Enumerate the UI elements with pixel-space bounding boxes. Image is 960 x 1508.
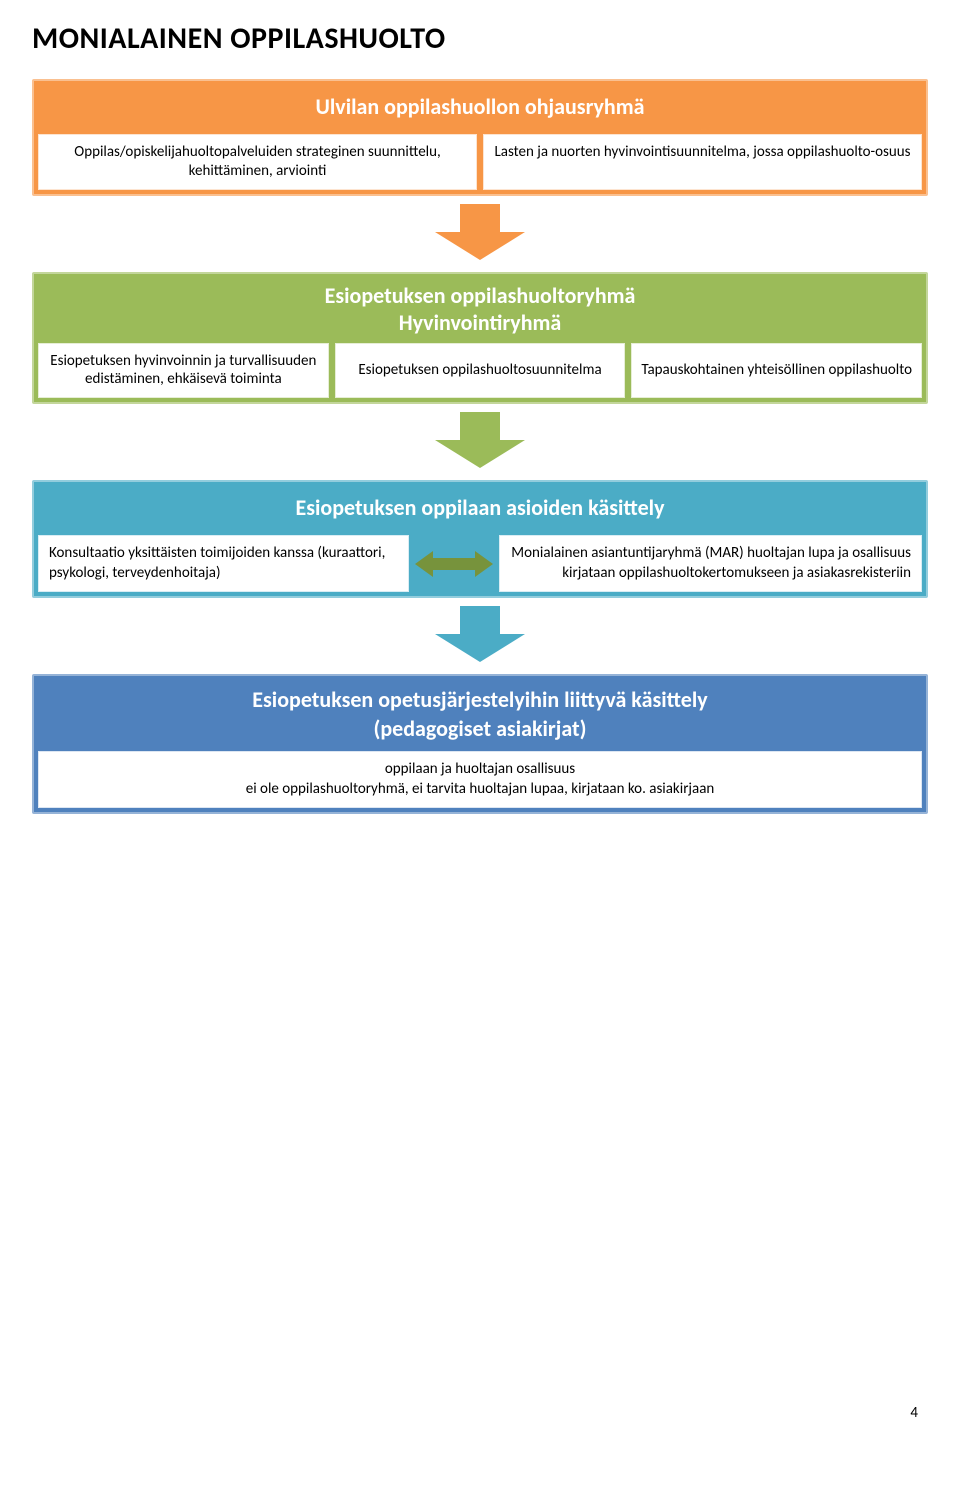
block4-header: Esiopetuksen opetusjärjestelyihin liitty…: [34, 676, 926, 747]
block4-body-line1: oppilaan ja huoltajan osallisuus: [385, 760, 575, 778]
block1-header: Ulvilan oppilashuollon ohjausryhmä: [34, 81, 926, 134]
page-title: MONIALAINEN OPPILASHUOLTO: [32, 20, 928, 57]
block3-left-cell: Konsultaatio yksittäisten toimijoiden ka…: [38, 535, 409, 592]
block4-header-line2: (pedagogiset asiakirjat): [373, 715, 586, 742]
block2-header-line2: Hyvinvointiryhmä: [399, 309, 562, 336]
block2-header: Esiopetuksen oppilashuoltoryhmä Hyvinvoi…: [34, 274, 926, 339]
block2-col1: Esiopetuksen hyvinvoinnin ja turvallisuu…: [38, 343, 329, 399]
block3-header: Esiopetuksen oppilaan asioiden käsittely: [34, 482, 926, 535]
block2-col3: Tapauskohtainen yhteisöllinen oppilashuo…: [631, 343, 922, 399]
block3-right-cell: Monialainen asiantuntijaryhmä (MAR) huol…: [499, 535, 922, 592]
block4-body: oppilaan ja huoltajan osallisuus ei ole …: [38, 751, 922, 808]
block-oppilaan-asiat: Esiopetuksen oppilaan asioiden käsittely…: [32, 480, 928, 598]
block1-left-cell: Oppilas/opiskelijahuoltopalveluiden stra…: [38, 134, 477, 190]
block-opetusjarjestelyt: Esiopetuksen opetusjärjestelyihin liitty…: [32, 674, 928, 814]
down-arrow-icon: [435, 204, 525, 260]
double-arrow-icon: [415, 551, 493, 577]
double-arrow-connector: [415, 535, 493, 592]
block2-col2: Esiopetuksen oppilashuoltosuunnitelma: [335, 343, 626, 399]
down-arrow-icon: [435, 412, 525, 468]
block1-right-cell: Lasten ja nuorten hyvinvointisuunnitelma…: [483, 134, 922, 190]
block-oppilashuoltoryhma: Esiopetuksen oppilashuoltoryhmä Hyvinvoi…: [32, 272, 928, 405]
block-ohjausryhma: Ulvilan oppilashuollon ohjausryhmä Oppil…: [32, 79, 928, 196]
block4-header-line1: Esiopetuksen opetusjärjestelyihin liitty…: [252, 686, 707, 713]
block4-body-line2: ei ole oppilashuoltoryhmä, ei tarvita hu…: [246, 780, 715, 798]
page-number: 4: [32, 844, 928, 1422]
block2-header-line1: Esiopetuksen oppilashuoltoryhmä: [325, 282, 636, 309]
down-arrow-icon: [435, 606, 525, 662]
